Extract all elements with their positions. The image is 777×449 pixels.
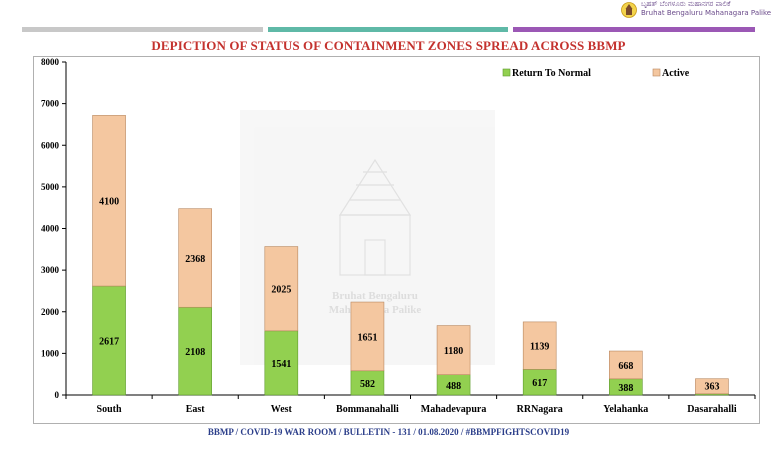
data-label-active: 1651 — [357, 332, 377, 343]
x-tick-label: Bommanahalli — [336, 404, 399, 415]
data-label-active: 1180 — [444, 346, 463, 357]
data-label-return-to-normal: 488 — [446, 381, 461, 392]
page-title: DEPICTION OF STATUS OF CONTAINMENT ZONES… — [151, 38, 626, 53]
data-label-return-to-normal: 2108 — [185, 347, 205, 358]
legend-label-active: Active — [662, 68, 690, 79]
bar-return-to-normal — [264, 330, 299, 396]
x-tick-label: East — [186, 404, 206, 415]
temple-watermark-icon — [338, 158, 412, 276]
x-tick-label: West — [271, 404, 293, 415]
header-divider-gray — [22, 27, 263, 32]
bar-active — [92, 115, 126, 287]
x-tick-label: RRNagara — [517, 404, 563, 415]
y-tick-label: 1000 — [41, 348, 60, 358]
data-label-active: 363 — [704, 382, 719, 393]
data-label-active: 1139 — [530, 342, 549, 353]
data-label-return-to-normal: 582 — [360, 379, 375, 390]
legend-swatch-return-to-normal — [502, 68, 511, 77]
data-label-active: 2025 — [271, 285, 291, 296]
x-tick-label: South — [97, 404, 122, 415]
bar-active — [264, 246, 299, 332]
data-label-return-to-normal: 617 — [532, 378, 547, 389]
y-tick-label: 2000 — [41, 307, 60, 317]
bar-active — [350, 301, 385, 372]
x-tick-label: Mahadevapura — [421, 404, 487, 415]
data-label-return-to-normal: 1541 — [271, 359, 291, 370]
bar-active — [522, 321, 557, 370]
bar-active — [695, 378, 729, 395]
bar-active — [436, 325, 471, 375]
legend-label-return-to-normal: Return To Normal — [512, 68, 591, 79]
footer-bulletin: BBMP / COVID-19 WAR ROOM / BULLETIN - 13… — [207, 427, 570, 437]
bar-active — [609, 350, 643, 380]
header-divider-teal — [268, 27, 508, 32]
bar-active — [178, 208, 212, 308]
bbmp-logo-icon — [621, 2, 637, 18]
data-label-active: 4100 — [99, 197, 119, 208]
data-label-return-to-normal: 2617 — [99, 337, 119, 348]
data-label-active: 668 — [618, 361, 633, 372]
data-label-return-to-normal: 388 — [618, 383, 633, 394]
watermark-line-1: Bruhat Bengaluru — [332, 290, 418, 302]
logo-kannada-text: ಬೃಹತ್ ಬೆಂಗಳೂರು ಮಹಾನಗರ ಪಾಲಿಕೆ — [641, 0, 731, 8]
y-tick-label: 6000 — [41, 140, 60, 150]
x-tick-label: Dasarahalli — [687, 404, 737, 415]
bar-return-to-normal — [178, 306, 212, 396]
logo-english-text: Bruhat Bengaluru Mahanagara Palike — [641, 9, 772, 17]
bar-return-to-normal — [92, 285, 126, 396]
y-tick-label: 5000 — [41, 182, 60, 192]
data-label-active: 2368 — [185, 254, 205, 265]
legend-swatch-active — [652, 68, 661, 77]
x-tick-label: Yelahanka — [603, 404, 648, 415]
header-divider-purple — [513, 27, 755, 32]
y-tick-label: 8000 — [41, 57, 60, 67]
bar-return-to-normal — [350, 370, 385, 396]
y-tick-label: 4000 — [41, 224, 60, 234]
bar-return-to-normal — [522, 369, 557, 396]
y-tick-label: 3000 — [41, 265, 60, 275]
y-tick-label: 0 — [55, 390, 60, 400]
y-tick-label: 7000 — [41, 99, 60, 109]
